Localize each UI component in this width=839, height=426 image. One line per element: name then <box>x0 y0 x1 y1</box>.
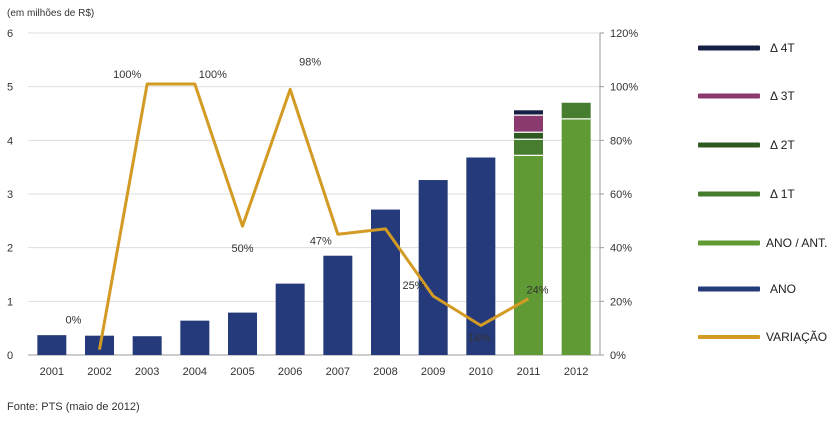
y-tick-label: 3 <box>7 189 13 201</box>
legend-label: Δ 4T <box>770 41 795 55</box>
variation-data-label: 50% <box>231 243 253 255</box>
legend-label: Δ 1T <box>770 187 795 201</box>
legend-label: Δ 2T <box>770 138 795 152</box>
x-tick-label: 2002 <box>87 366 111 378</box>
x-axis-ticks: 2001 2002 2003 2004 2005 2006 2007 2008 2009 2010… <box>40 366 589 378</box>
bar-segment <box>514 115 543 133</box>
legend-label: VARIAÇÃO <box>766 330 827 344</box>
bar-segment <box>132 336 162 355</box>
bar-segment <box>514 132 543 140</box>
y-tick-label: 6 <box>7 28 13 40</box>
variation-data-label: 100% <box>199 69 227 81</box>
y2-tick-label: 80% <box>610 135 632 147</box>
variation-data-label: 98% <box>299 56 321 68</box>
y-tick-label: 0 <box>7 350 13 362</box>
x-tick-label: 2008 <box>373 366 397 378</box>
gridlines <box>28 32 600 302</box>
bar-segment <box>418 180 448 355</box>
x-tick-label: 2011 <box>517 366 541 378</box>
x-tick-label: 2003 <box>135 366 159 378</box>
y2-tick-label: 120% <box>610 28 638 40</box>
variation-data-label: 0% <box>66 315 82 327</box>
y-axis-ticks: 0 1 2 3 4 5 6 <box>7 28 13 362</box>
bar-segment <box>561 118 591 355</box>
bar-segment <box>561 102 591 119</box>
y2-tick-label: 20% <box>610 296 632 308</box>
bar-segment <box>275 283 305 355</box>
y-tick-label: 4 <box>7 135 13 147</box>
x-tick-label: 2006 <box>278 366 302 378</box>
variation-labels: 0% 100% 100% 50% 98% 47% 25% 14% 24% <box>66 56 549 344</box>
variation-line <box>98 82 530 350</box>
variation-data-label: 100% <box>113 69 141 81</box>
x-tick-label: 2005 <box>230 366 254 378</box>
y-tick-label: 5 <box>7 82 13 94</box>
legend: Δ 4T Δ 3T Δ 2T Δ 1T ANO / ANT. ANO VARIAÇÃO <box>698 41 827 344</box>
bars <box>37 102 591 355</box>
bar-segment <box>323 255 353 355</box>
bar-segment <box>371 209 400 355</box>
bar-segment <box>514 139 543 156</box>
legend-swatch <box>698 142 760 148</box>
legend-swatch <box>698 93 760 99</box>
x-tick-label: 2010 <box>469 366 493 378</box>
unit-label: (em milhões de R$) <box>7 8 94 19</box>
variation-data-label: 14% <box>468 332 490 344</box>
legend-swatch <box>698 45 760 51</box>
legend-label: ANO / ANT. <box>766 236 827 250</box>
legend-label: ANO <box>770 282 796 296</box>
variation-line-group <box>98 82 530 350</box>
y-tick-label: 1 <box>7 296 13 308</box>
legend-swatch <box>698 191 760 197</box>
y2-tick-label: 60% <box>610 189 632 201</box>
variation-data-label: 47% <box>310 235 332 247</box>
y2-tick-label: 40% <box>610 243 632 255</box>
bar-segment <box>514 110 543 116</box>
source-note: Fonte: PTS (maio de 2012) <box>7 401 140 413</box>
bar-segment <box>37 335 67 355</box>
y2-tick-label: 0% <box>610 350 626 362</box>
x-tick-label: 2012 <box>564 366 588 378</box>
legend-swatch <box>698 286 760 292</box>
y2-axis-ticks: 0% 20% 40% 60% 80% 100% 120% <box>600 28 638 362</box>
x-tick-label: 2009 <box>421 366 445 378</box>
legend-swatch <box>698 335 760 339</box>
bar-segment <box>514 155 543 355</box>
bar-segment <box>180 320 210 355</box>
bar-segment <box>466 157 496 355</box>
y-tick-label: 2 <box>7 243 13 255</box>
x-tick-label: 2004 <box>183 366 207 378</box>
legend-label: Δ 3T <box>770 89 795 103</box>
variation-data-label: 24% <box>526 285 548 297</box>
y2-tick-label: 100% <box>610 82 638 94</box>
legend-swatch <box>698 240 760 246</box>
x-tick-label: 2007 <box>326 366 350 378</box>
bar-segment <box>228 312 257 355</box>
x-tick-label: 2001 <box>40 366 64 378</box>
variation-data-label: 25% <box>402 280 424 292</box>
